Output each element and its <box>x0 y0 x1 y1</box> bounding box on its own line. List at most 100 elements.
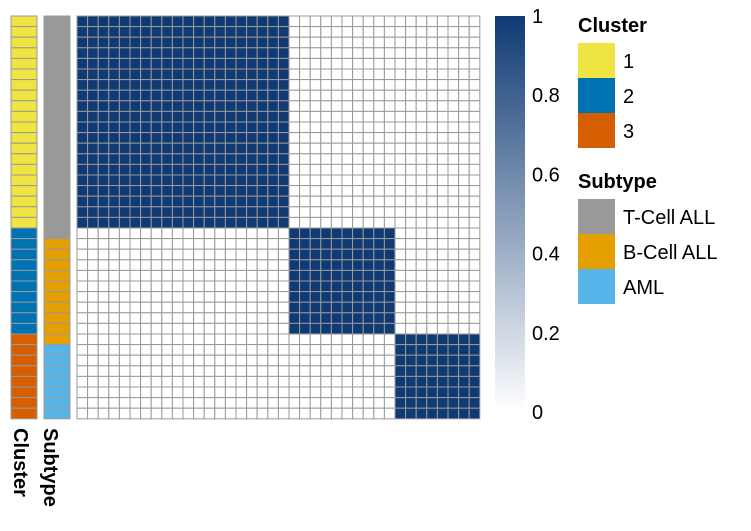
heatmap-cell <box>362 375 375 388</box>
heatmap-cell <box>447 344 460 356</box>
heatmap-cell <box>468 407 481 420</box>
heatmap-cell <box>246 132 258 144</box>
heatmap-cell <box>320 153 332 165</box>
heatmap-cell <box>468 47 481 59</box>
heatmap-cell <box>182 89 195 102</box>
heatmap-cell <box>203 206 216 218</box>
heatmap-cell <box>426 333 438 346</box>
heatmap-cell <box>214 26 226 38</box>
heatmap-cell <box>468 163 481 176</box>
heatmap-cell <box>161 206 173 218</box>
heatmap-cell <box>108 15 120 28</box>
heatmap-cell <box>394 79 407 91</box>
heatmap-cell <box>394 407 407 420</box>
heatmap-cell <box>373 365 385 377</box>
heatmap-cell <box>87 206 99 218</box>
heatmap-cell <box>108 375 120 388</box>
heatmap-cell <box>182 15 195 28</box>
heatmap-cell <box>129 344 142 356</box>
heatmap-cell <box>320 354 332 367</box>
heatmap-cell <box>341 132 354 144</box>
heatmap-cell <box>203 47 216 59</box>
heatmap-cell <box>129 280 142 293</box>
heatmap-cell <box>246 26 258 38</box>
heatmap-cell <box>140 216 152 229</box>
heatmap-cell <box>405 216 417 229</box>
heatmap-cell <box>362 322 375 335</box>
heatmap-cell <box>426 407 438 420</box>
heatmap-cell <box>171 121 184 134</box>
heatmap-cell <box>373 36 385 49</box>
heatmap-cell <box>299 269 311 282</box>
heatmap-cell <box>129 36 142 49</box>
heatmap-cell <box>288 100 301 112</box>
heatmap-cell <box>383 68 396 81</box>
subtype-annotation-cell <box>43 333 71 346</box>
heatmap-cell <box>203 280 216 293</box>
heatmap-cell <box>458 354 470 367</box>
heatmap-cell <box>341 121 354 134</box>
heatmap-cell <box>246 227 258 240</box>
heatmap-cell <box>140 163 152 176</box>
heatmap-cell <box>352 185 364 197</box>
cluster-annotation-cell <box>10 238 38 250</box>
heatmap-cell <box>458 185 470 197</box>
heatmap-cell <box>224 216 237 229</box>
heatmap-cell <box>458 121 470 134</box>
heatmap-cell <box>118 36 131 49</box>
heatmap-cell <box>447 89 460 102</box>
heatmap-cell <box>468 110 481 123</box>
heatmap-cell <box>394 163 407 176</box>
heatmap-cell <box>405 15 417 28</box>
heatmap-cell <box>161 185 173 197</box>
heatmap-cell <box>394 15 407 28</box>
heatmap-cell <box>224 26 237 38</box>
heatmap-cell <box>309 365 322 377</box>
heatmap-cell <box>161 344 173 356</box>
heatmap-cell <box>193 68 205 81</box>
heatmap-cell <box>277 174 290 187</box>
heatmap-cell <box>224 397 237 409</box>
heatmap-cell <box>341 397 354 409</box>
heatmap-cell <box>118 89 131 102</box>
heatmap-cell <box>277 397 290 409</box>
heatmap-cell <box>161 312 173 324</box>
heatmap-cell <box>447 375 460 388</box>
heatmap-cell <box>447 163 460 176</box>
heatmap-cell <box>161 238 173 250</box>
heatmap-cell <box>362 57 375 70</box>
heatmap-cell <box>235 216 248 229</box>
heatmap-cell <box>352 322 364 335</box>
heatmap-cell <box>352 206 364 218</box>
heatmap-cell <box>97 206 110 218</box>
heatmap-cell <box>267 163 279 176</box>
heatmap-cell <box>426 185 438 197</box>
heatmap-cell <box>394 121 407 134</box>
heatmap-cell <box>150 344 163 356</box>
heatmap-cell <box>299 259 311 271</box>
heatmap-cell <box>97 110 110 123</box>
heatmap-cell <box>214 79 226 91</box>
heatmap-cell <box>458 365 470 377</box>
heatmap-cell <box>330 185 343 197</box>
heatmap-cell <box>140 280 152 293</box>
heatmap-cell <box>193 15 205 28</box>
heatmap-cell <box>140 100 152 112</box>
heatmap-cell <box>299 163 311 176</box>
heatmap-cell <box>468 206 481 218</box>
heatmap-cell <box>193 195 205 208</box>
heatmap-cell <box>171 132 184 144</box>
colorbar <box>495 16 525 412</box>
heatmap-cell <box>267 110 279 123</box>
heatmap-cell <box>394 354 407 367</box>
heatmap-cell <box>203 238 216 250</box>
heatmap-cell <box>97 322 110 335</box>
heatmap-cell <box>405 269 417 282</box>
heatmap-cell <box>415 375 428 388</box>
heatmap-cell <box>193 142 205 155</box>
heatmap-cell <box>447 227 460 240</box>
heatmap-cell <box>182 121 195 134</box>
heatmap-cell <box>150 365 163 377</box>
heatmap-cell <box>193 238 205 250</box>
heatmap-cell <box>447 132 460 144</box>
